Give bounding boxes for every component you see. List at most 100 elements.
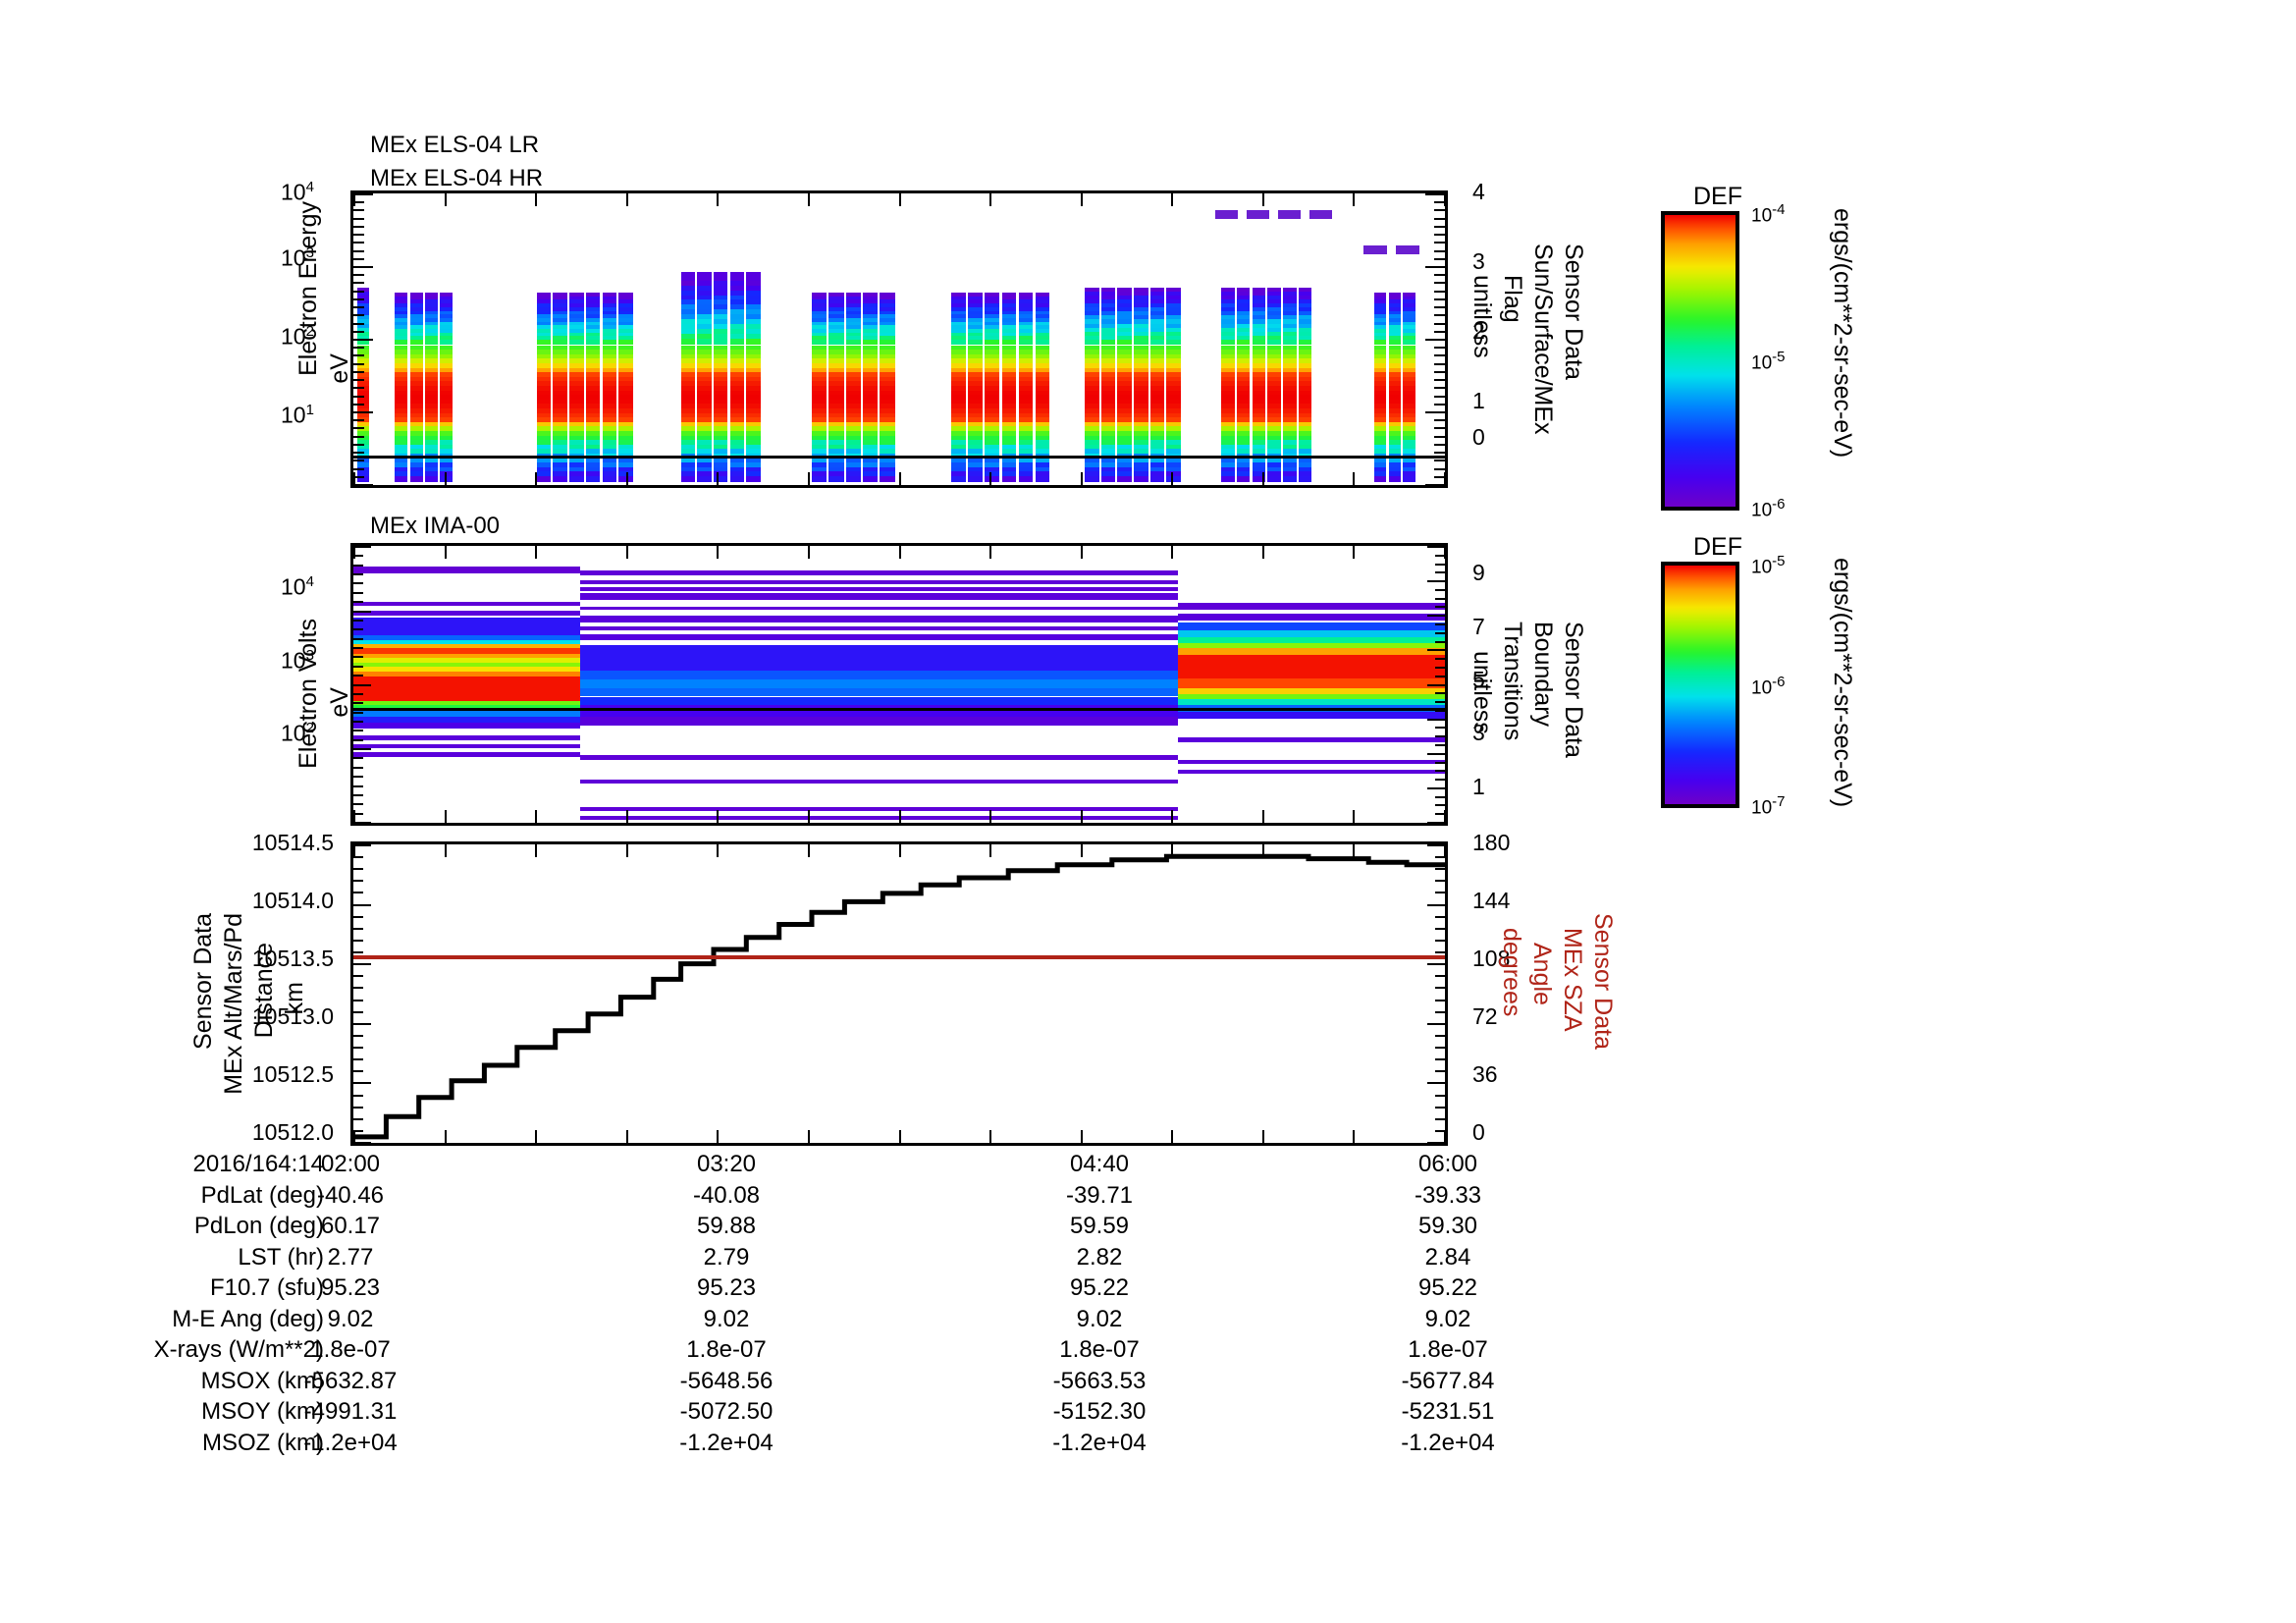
spectrogram-cell: [880, 421, 895, 428]
spectrogram-cell: [713, 345, 728, 352]
spectrogram-cell: [1388, 417, 1402, 423]
spectrogram-cell: [1117, 319, 1132, 325]
spectrogram-cell: [828, 321, 844, 327]
spectrogram-cell: [713, 462, 728, 468]
spectrogram-cell: [713, 290, 728, 297]
spectrogram-cell: [680, 358, 696, 365]
spectrogram-cell: [680, 426, 696, 432]
spectrogram-cell: [1388, 317, 1402, 323]
spectrogram-cell: [828, 292, 844, 298]
spectrogram-cell: [1166, 386, 1181, 392]
axis-tick: [808, 193, 810, 206]
spectrogram-cell: [1388, 466, 1402, 473]
spectrogram-cell: [1100, 421, 1116, 428]
spectrogram-cell: [1149, 358, 1165, 365]
axis-tick: [353, 712, 363, 714]
spectrogram-cell: [618, 417, 633, 423]
spectrogram-cell: [1134, 319, 1148, 325]
spectrogram-cell: [1035, 296, 1050, 301]
spectrogram-cell: [1298, 458, 1312, 464]
spectrogram-cell: [536, 399, 552, 406]
spectrogram-cell: [951, 412, 967, 419]
spectrogram-cell: [1403, 466, 1415, 473]
axis-tick: [353, 404, 364, 406]
spectrogram-cell: [880, 475, 895, 482]
spectrogram-cell: [1001, 430, 1017, 437]
ion-spectrogram[interactable]: [350, 543, 1448, 826]
spectrogram-cell: [1001, 367, 1017, 374]
spectrogram-cell: [828, 332, 844, 338]
spectrogram-cell: [1236, 471, 1251, 477]
spectrogram-cell: [812, 404, 828, 409]
spectrogram-cell: [1100, 307, 1116, 313]
spectrogram-cell: [395, 386, 408, 392]
axis-tick: [535, 844, 537, 857]
spectrogram-cell: [424, 395, 438, 401]
spectrogram-cell: [697, 449, 712, 455]
spectrogram-cell: [395, 310, 408, 316]
spectrogram-cell: [424, 296, 438, 301]
spectrogram-cell: [1236, 327, 1251, 333]
spectrogram-cell: [1085, 291, 1099, 297]
spectrogram-cell: [985, 449, 1000, 455]
spectrogram-cell: [1100, 390, 1116, 397]
spectrogram-cell: [1018, 345, 1034, 352]
spectrogram-cell: [985, 444, 1000, 451]
spectrogram-cell: [1267, 299, 1281, 305]
spectrogram-cell: [968, 306, 984, 312]
spectrogram-cell: [1134, 291, 1148, 297]
electron-energy-spectrogram[interactable]: [350, 190, 1448, 488]
spectrogram-cell: [424, 340, 438, 345]
spectrogram-cell: [1149, 323, 1165, 329]
spectrogram-cell: [713, 363, 728, 369]
table-cell: 06:00: [1417, 1151, 1478, 1177]
spectrogram-band: [580, 593, 1178, 601]
spectrogram-cell: [585, 466, 601, 473]
spectrogram-cell: [828, 299, 844, 305]
spectrogram-cell: [585, 462, 601, 468]
spectrogram-cell: [409, 345, 423, 352]
panel1-right-tick-1: 1: [1472, 388, 1485, 413]
spectrogram-cell: [1035, 449, 1050, 455]
spectrogram-cell: [1298, 440, 1312, 446]
spectrogram-cell: [1298, 471, 1312, 477]
axis-tick: [353, 371, 364, 373]
table-cell: 2.84: [1424, 1243, 1471, 1271]
spectrogram-cell: [968, 466, 984, 473]
axis-tick: [1171, 546, 1173, 559]
spectrogram-cell: [1221, 417, 1235, 423]
spectrogram-cell: [1267, 390, 1281, 397]
spectrogram-band: [353, 648, 581, 654]
spectrogram-cell: [729, 430, 745, 437]
spectrogram-cell: [1166, 430, 1181, 437]
spectrogram-cell: [409, 475, 423, 482]
spectrogram-cell: [1166, 358, 1181, 365]
spectrogram-cell: [1117, 287, 1132, 293]
spectrogram-cell: [553, 412, 567, 419]
spectrogram-cell: [1236, 303, 1251, 309]
axis-tick: [899, 810, 901, 823]
axis-tick: [353, 396, 364, 398]
spectrogram-cell: [697, 412, 712, 419]
spectrogram-cell: [409, 317, 423, 323]
table-cell: 95.22: [1069, 1274, 1130, 1301]
spectrogram-cell: [1117, 299, 1132, 305]
spectrogram-cell: [1298, 444, 1312, 451]
spectrogram-cell: [1149, 372, 1165, 378]
spectrogram-cell: [697, 295, 712, 301]
spectrogram-cell: [845, 325, 861, 331]
spectrogram-cell: [1018, 412, 1034, 419]
axis-tick: [1434, 282, 1445, 284]
altitude-sza-plot[interactable]: [350, 841, 1448, 1146]
spectrogram-cell: [1221, 303, 1235, 309]
spectrogram-cell: [1134, 475, 1148, 482]
spectrogram-cell: [1283, 299, 1297, 305]
spectrogram-cell: [845, 332, 861, 338]
spectrogram-cell: [1221, 311, 1235, 317]
spectrogram-cell: [569, 310, 584, 316]
spectrogram-cell: [1252, 471, 1266, 477]
spectrogram-cell: [357, 440, 369, 446]
spectrogram-cell: [880, 317, 895, 323]
spectrogram-cell: [968, 475, 984, 482]
spectrogram-cell: [1388, 358, 1402, 365]
